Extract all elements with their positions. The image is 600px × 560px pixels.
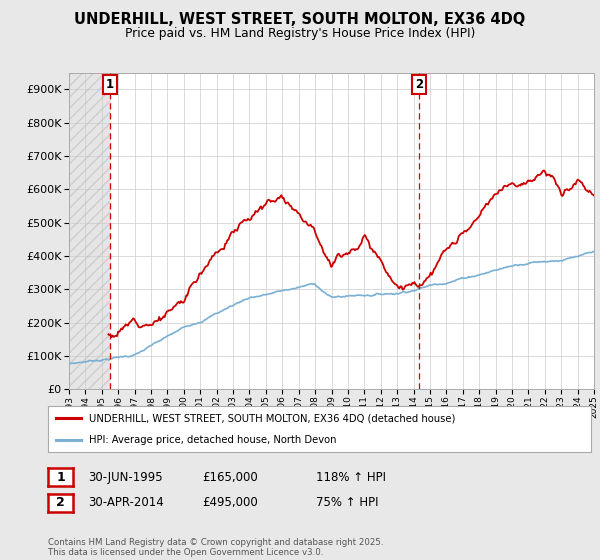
Text: 75% ↑ HPI: 75% ↑ HPI	[316, 496, 379, 510]
Text: UNDERHILL, WEST STREET, SOUTH MOLTON, EX36 4DQ: UNDERHILL, WEST STREET, SOUTH MOLTON, EX…	[74, 12, 526, 27]
Text: £495,000: £495,000	[202, 496, 258, 510]
Text: UNDERHILL, WEST STREET, SOUTH MOLTON, EX36 4DQ (detached house): UNDERHILL, WEST STREET, SOUTH MOLTON, EX…	[89, 413, 455, 423]
Text: 118% ↑ HPI: 118% ↑ HPI	[316, 470, 386, 484]
Bar	[69, 73, 110, 389]
Text: 2: 2	[56, 496, 65, 510]
Text: 30-APR-2014: 30-APR-2014	[88, 496, 164, 510]
Text: 2: 2	[415, 78, 423, 91]
Text: 1: 1	[106, 78, 114, 91]
Text: Price paid vs. HM Land Registry's House Price Index (HPI): Price paid vs. HM Land Registry's House …	[125, 27, 475, 40]
Text: HPI: Average price, detached house, North Devon: HPI: Average price, detached house, Nort…	[89, 435, 336, 445]
Text: £165,000: £165,000	[202, 470, 258, 484]
Text: 1: 1	[56, 470, 65, 484]
Text: 30-JUN-1995: 30-JUN-1995	[88, 470, 163, 484]
Text: Contains HM Land Registry data © Crown copyright and database right 2025.
This d: Contains HM Land Registry data © Crown c…	[48, 538, 383, 557]
